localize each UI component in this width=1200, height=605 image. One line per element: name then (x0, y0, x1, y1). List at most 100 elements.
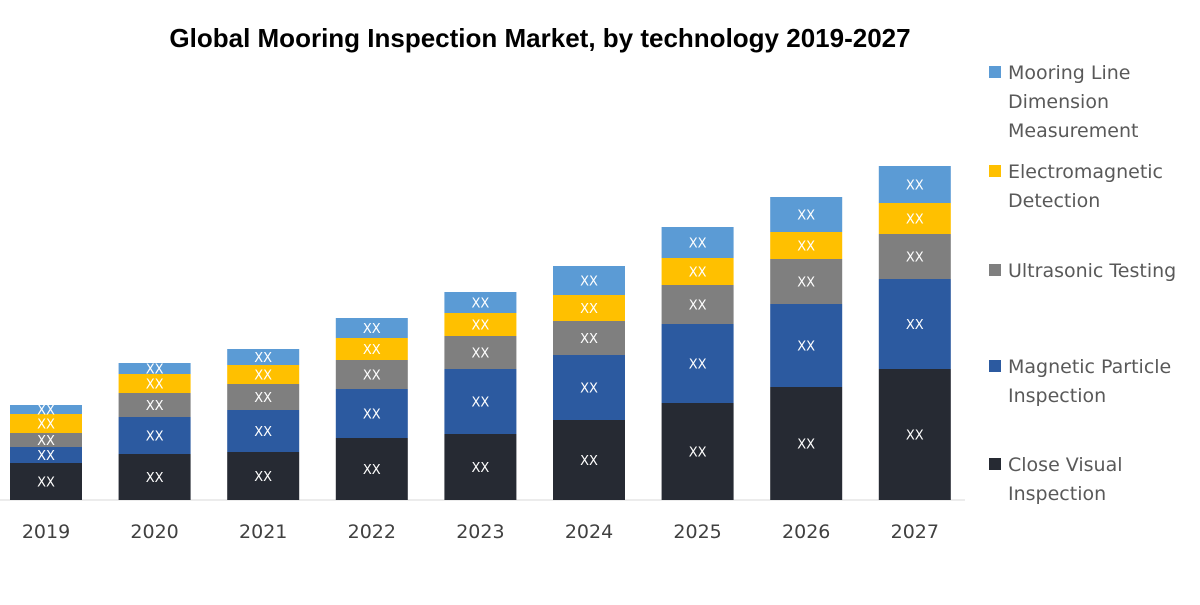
legend-label: Detection (1008, 190, 1100, 212)
data-label: XX (146, 363, 164, 378)
data-label: XX (471, 461, 489, 476)
chart-title: Global Mooring Inspection Market, by tec… (169, 23, 910, 53)
bar-segment-2022-2 (335, 360, 408, 389)
bar-segment-2019-2 (10, 433, 82, 447)
bar-segment-2022-3 (335, 338, 408, 360)
legend: Mooring Line Dimension Measurement Electrom… (989, 62, 1176, 505)
bar-segment-2024-0 (553, 420, 625, 500)
bar-segment-2024-3 (553, 295, 625, 321)
legend-label: Measurement (1008, 120, 1138, 142)
x-tick-label: 2025 (673, 521, 721, 543)
data-label: XX (689, 266, 707, 281)
bar-segment-2020-2 (118, 393, 191, 417)
x-tick-labels: 2019 2020 2021 2022 2023 2024 2025 2026 2027 (22, 521, 939, 543)
bar-segment-2021-2 (227, 384, 300, 410)
bar-segment-2025-3 (661, 258, 734, 285)
bar-segment-2027-0 (878, 369, 951, 500)
data-label: XX (37, 404, 55, 419)
legend-swatch (989, 458, 1001, 470)
bar-segment-2025-1 (661, 324, 734, 403)
legend-swatch (989, 165, 1001, 177)
x-tick-label: 2019 (22, 521, 70, 543)
data-label: XX (37, 434, 55, 449)
x-tick-label: 2021 (239, 521, 287, 543)
bar-segment-2027-1 (878, 279, 951, 369)
bar-segment-2023-4 (444, 292, 517, 313)
data-label: XX (906, 318, 924, 333)
data-label: XX (797, 209, 815, 224)
data-label: XX (37, 418, 55, 433)
bar-segment-2026-1 (770, 304, 843, 387)
data-label: XX (363, 343, 381, 358)
data-label: XX (37, 476, 55, 491)
bar-segment-2020-4 (118, 363, 191, 374)
bar-segment-2025-2 (661, 285, 734, 324)
bar-segment-2022-4 (335, 318, 408, 338)
legend-label: Magnetic Particle (1008, 356, 1171, 378)
bar-segment-2026-0 (770, 387, 843, 500)
data-label: XX (146, 399, 164, 414)
bar-segment-2027-2 (878, 234, 951, 279)
bar-segment-2024-1 (553, 355, 625, 420)
bar-segment-2024-4 (553, 266, 625, 295)
bar-segment-2021-4 (227, 349, 300, 365)
data-label: XX (254, 391, 272, 406)
legend-swatch (989, 264, 1001, 276)
x-tick-label: 2023 (456, 521, 504, 543)
data-label: XX (363, 463, 381, 478)
x-tick-label: 2026 (782, 521, 830, 543)
data-label: XX (363, 369, 381, 384)
x-tick-label: 2027 (891, 521, 939, 543)
bar-segment-2020-3 (118, 374, 191, 393)
bar-segment-2026-3 (770, 232, 843, 259)
bar-segment-2027-4 (878, 166, 951, 203)
bar-segment-2021-0 (227, 452, 300, 500)
data-label: XX (797, 276, 815, 291)
data-label: XX (580, 382, 598, 397)
bars-layer: XX XX XX XX XX XX XX XX XX XX XX XX XX XX XX XX XX XX XX XX… (10, 166, 951, 500)
data-label: XX (906, 213, 924, 228)
data-label: XX (471, 347, 489, 362)
data-label: XX (906, 179, 924, 194)
data-label: XX (580, 302, 598, 317)
data-label: XX (471, 319, 489, 334)
bar-segment-2021-1 (227, 410, 300, 452)
legend-label: Electromagnetic (1008, 161, 1163, 183)
legend-label: Inspection (1008, 385, 1106, 407)
bar-segment-2019-1 (10, 447, 82, 463)
bar-segment-2023-1 (444, 369, 517, 434)
legend-swatch (989, 360, 1001, 372)
data-label: XX (689, 446, 707, 461)
bar-segment-2023-2 (444, 336, 517, 369)
bar-segment-2026-2 (770, 259, 843, 304)
data-label: XX (797, 240, 815, 255)
x-tick-label: 2024 (565, 521, 613, 543)
data-label: XX (689, 299, 707, 314)
bar-segment-2019-4 (10, 405, 82, 414)
bar-segment-2022-0 (335, 438, 408, 500)
data-label: XX (689, 237, 707, 252)
data-label: XX (471, 297, 489, 312)
bar-segment-2023-3 (444, 313, 517, 336)
data-label: XX (580, 454, 598, 469)
data-label: XX (146, 378, 164, 393)
data-label: XX (254, 425, 272, 440)
data-label: XX (689, 358, 707, 373)
data-label: XX (471, 396, 489, 411)
legend-label: Ultrasonic Testing (1008, 260, 1176, 282)
bar-segment-2026-4 (770, 197, 843, 232)
data-label: XX (363, 408, 381, 423)
legend-label: Close Visual (1008, 454, 1123, 476)
data-label: XX (580, 332, 598, 347)
bar-segment-2023-0 (444, 434, 517, 500)
bar-segment-2019-3 (10, 414, 82, 433)
x-tick-label: 2022 (348, 521, 396, 543)
data-label: XX (254, 369, 272, 384)
legend-label: Inspection (1008, 483, 1106, 505)
legend-label: Mooring Line (1008, 62, 1130, 84)
data-label: XX (146, 430, 164, 445)
legend-label: Dimension (1008, 91, 1109, 113)
data-label: XX (146, 471, 164, 486)
bar-segment-2024-2 (553, 321, 625, 355)
